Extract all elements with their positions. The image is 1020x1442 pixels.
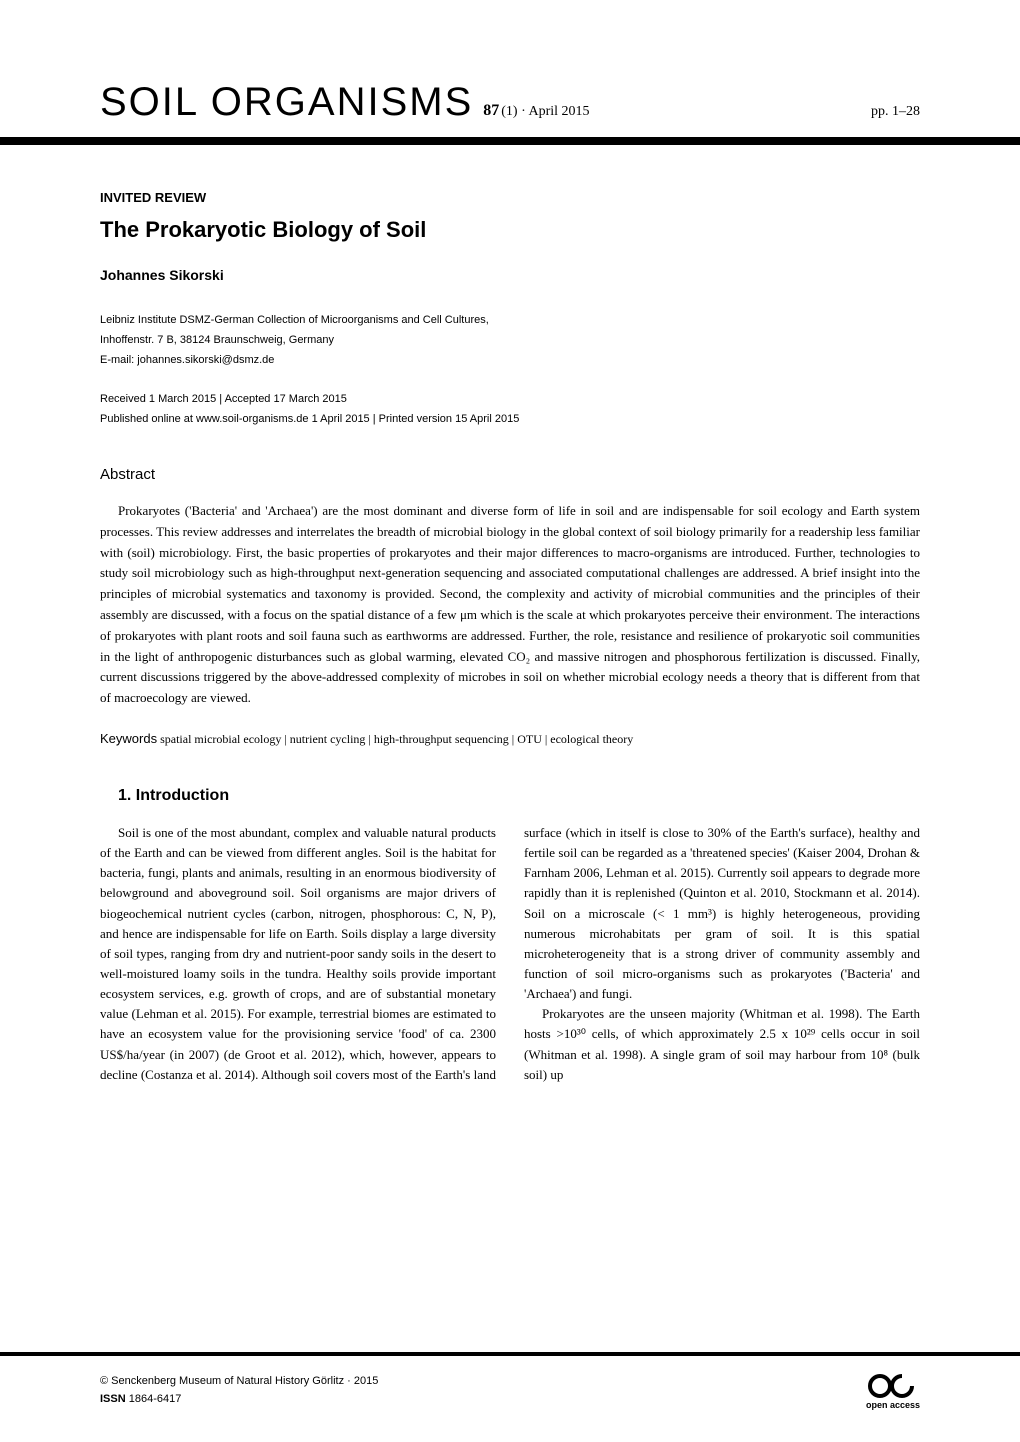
keywords-section: Keywords spatial microbial ecology | nut… xyxy=(100,731,920,747)
author-email: E-mail: johannes.sikorski@dsmz.de xyxy=(100,351,920,371)
article-type: INVITED REVIEW xyxy=(100,190,920,205)
journal-title: SOIL ORGANISMS xyxy=(100,80,473,125)
journal-header: SOIL ORGANISMS 87 (1) · April 2015 pp. 1… xyxy=(100,80,920,125)
publication-dates: Received 1 March 2015 | Accepted 17 Marc… xyxy=(100,390,920,430)
page-footer: © Senckenberg Museum of Natural History … xyxy=(100,1352,920,1410)
affiliation: Leibniz Institute DSMZ-German Collection… xyxy=(100,311,920,370)
received-accepted-line: Received 1 March 2015 | Accepted 17 Marc… xyxy=(100,390,920,410)
author-name: Johannes Sikorski xyxy=(100,267,920,283)
introduction-body: Soil is one of the most abundant, comple… xyxy=(100,823,920,1085)
introduction-para2: Prokaryotes are the unseen majority (Whi… xyxy=(524,1004,920,1085)
journal-pages: pp. 1–28 xyxy=(871,104,920,120)
published-line: Published online at www.soil-organisms.d… xyxy=(100,410,920,430)
introduction-heading: 1. Introduction xyxy=(118,787,920,805)
abstract-heading: Abstract xyxy=(100,466,920,483)
open-access-logo: open access xyxy=(866,1372,920,1410)
affiliation-line2: Inhoffenstr. 7 B, 38124 Braunschweig, Ge… xyxy=(100,331,920,351)
affiliation-line1: Leibniz Institute DSMZ-German Collection… xyxy=(100,311,920,331)
keywords-text: spatial microbial ecology | nutrient cyc… xyxy=(160,732,633,746)
journal-volume: 87 xyxy=(483,102,499,120)
journal-issue-date: (1) · April 2015 xyxy=(501,104,589,120)
abstract-text: Prokaryotes ('Bacteria' and 'Archaea') a… xyxy=(100,501,920,709)
open-access-icon xyxy=(868,1372,918,1400)
article-title: The Prokaryotic Biology of Soil xyxy=(100,217,920,243)
keywords-label: Keywords xyxy=(100,731,157,746)
issn-line: ISSN 1864-6417 xyxy=(100,1391,378,1409)
copyright-text: © Senckenberg Museum of Natural History … xyxy=(100,1373,378,1391)
header-divider xyxy=(0,137,1020,145)
open-access-text: open access xyxy=(866,1400,920,1410)
footer-text: © Senckenberg Museum of Natural History … xyxy=(100,1373,378,1408)
footer-divider xyxy=(0,1352,1020,1356)
